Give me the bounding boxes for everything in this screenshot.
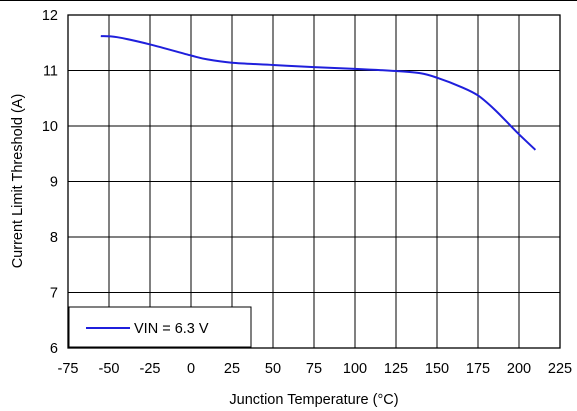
x-tick-label: 25	[224, 361, 240, 377]
legend: VIN = 6.3 V	[68, 306, 252, 348]
x-tick-label: 150	[425, 361, 449, 377]
y-tick-label: 6	[50, 341, 58, 357]
x-tick-label: 125	[384, 361, 408, 377]
legend-label: VIN = 6.3 V	[134, 321, 209, 337]
grid	[68, 15, 560, 348]
x-tick-label: 50	[265, 361, 281, 377]
x-tick-label: 100	[343, 361, 367, 377]
series-line-0	[100, 35, 537, 151]
series-layer	[100, 35, 537, 151]
x-tick-label: 175	[466, 361, 490, 377]
x-tick-label: 0	[187, 361, 195, 377]
x-tick-label: 225	[548, 361, 572, 377]
x-axis-label: Junction Temperature (°C)	[229, 392, 398, 408]
x-tick-label: -75	[58, 361, 79, 377]
x-tick-labels: -75 -50 -25 0 25 50 75 100 125 150 175 200 225	[58, 361, 573, 377]
y-axis-label: Current Limit Threshold (A)	[10, 94, 26, 269]
x-tick-label: 75	[306, 361, 322, 377]
x-tick-label: -25	[140, 361, 161, 377]
y-tick-label: 8	[50, 230, 58, 246]
x-tick-label: -50	[99, 361, 120, 377]
y-tick-label: 9	[50, 175, 58, 191]
y-tick-label: 11	[43, 64, 58, 80]
y-tick-label: 7	[50, 286, 58, 302]
x-tick-label: 200	[507, 361, 531, 377]
y-tick-label: 10	[42, 119, 58, 135]
y-tick-labels: 6 7 8 9 10 11 12	[42, 8, 58, 357]
y-tick-label: 12	[42, 8, 58, 24]
plot-frame	[67, 14, 561, 349]
